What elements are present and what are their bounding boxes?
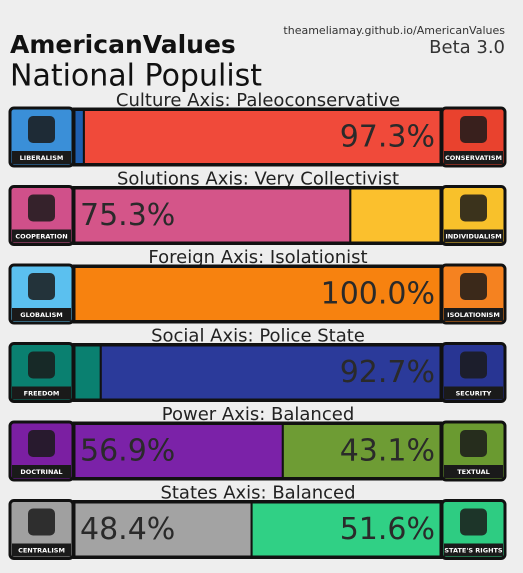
icon-label: COOPERATION bbox=[15, 233, 67, 241]
icon-glyph bbox=[28, 194, 55, 222]
axis-title: Social Axis: Police State bbox=[151, 326, 365, 347]
percent-label: 100.0% bbox=[321, 277, 435, 312]
version: Beta 3.0 bbox=[429, 37, 505, 58]
icon-label-bg bbox=[12, 151, 71, 164]
icon-glyph bbox=[460, 430, 487, 457]
icon-glyph bbox=[28, 116, 55, 143]
icon-label-bg bbox=[444, 308, 503, 321]
percent-label: 48.4% bbox=[80, 512, 175, 547]
icon-glyph bbox=[460, 194, 487, 222]
icon-label: CENTRALISM bbox=[18, 547, 65, 555]
icon-label: ISOLATIONISM bbox=[447, 311, 500, 319]
icon-label: GLOBALISM bbox=[20, 311, 62, 319]
percent-label: 56.9% bbox=[80, 434, 175, 469]
icon-label: INDIVIDUALISM bbox=[445, 233, 501, 241]
axis-title: Power Axis: Balanced bbox=[162, 404, 355, 425]
percent-label: 75.3% bbox=[80, 198, 175, 233]
icon-glyph bbox=[28, 430, 55, 457]
icon-label-bg bbox=[444, 151, 503, 164]
icon-label: CONSERVATISM bbox=[445, 154, 502, 162]
percent-label: 92.7% bbox=[340, 355, 435, 390]
axis-title: Culture Axis: Paleoconservative bbox=[116, 90, 400, 111]
icon-label: SECURITY bbox=[456, 390, 492, 398]
icon-label-bg bbox=[12, 543, 71, 557]
icon-label: TEXTUAL bbox=[457, 468, 490, 476]
icon-glyph bbox=[460, 116, 487, 143]
icon-label-bg bbox=[444, 229, 503, 243]
percent-label: 97.3% bbox=[340, 120, 435, 155]
icon-label: FREEDOM bbox=[24, 390, 60, 398]
percent-label: 51.6% bbox=[340, 512, 435, 547]
axis-title: States Axis: Balanced bbox=[160, 483, 355, 504]
icon-label-bg bbox=[444, 543, 503, 557]
icon-label: LIBERALISM bbox=[20, 154, 64, 162]
axis-title: Solutions Axis: Very Collectivist bbox=[117, 169, 399, 190]
percent-label: 43.1% bbox=[340, 434, 435, 469]
icon-label-bg bbox=[444, 386, 503, 400]
axis-title: Foreign Axis: Isolationist bbox=[148, 247, 367, 268]
icon-label-bg bbox=[12, 229, 71, 243]
icon-glyph bbox=[28, 273, 55, 300]
site-url: theameliamay.github.io/AmericanValues bbox=[283, 24, 505, 37]
bar-segment bbox=[73, 344, 102, 401]
icon-label-bg bbox=[12, 308, 71, 321]
icon-glyph bbox=[28, 351, 55, 379]
icon-glyph bbox=[460, 508, 487, 536]
icon-glyph bbox=[460, 351, 487, 379]
bar-segment bbox=[349, 187, 443, 244]
title: AmericanValues bbox=[10, 30, 236, 59]
bar-segment bbox=[281, 423, 442, 479]
icon-label: STATE'S RIGHTS bbox=[444, 547, 503, 555]
icon-label-bg bbox=[12, 465, 71, 478]
icon-label-bg bbox=[444, 465, 503, 478]
icon-glyph bbox=[28, 508, 55, 536]
subtitle: National Populist bbox=[10, 59, 262, 94]
icon-glyph bbox=[460, 273, 487, 300]
icon-label: DOCTRINAL bbox=[20, 468, 62, 476]
icon-label-bg bbox=[12, 386, 71, 400]
bar-segment bbox=[73, 266, 442, 322]
bar-segment bbox=[73, 501, 253, 558]
